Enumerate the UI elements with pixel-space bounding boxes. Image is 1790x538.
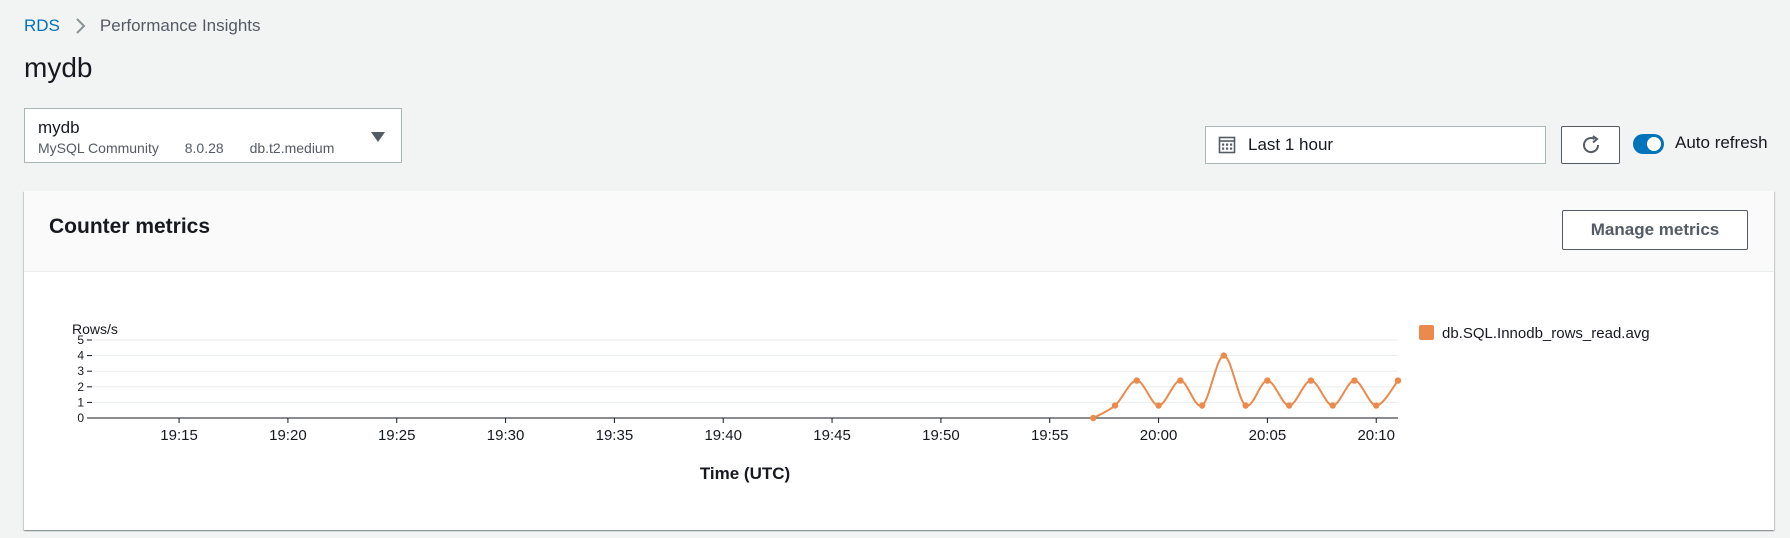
refresh-icon <box>1582 135 1599 154</box>
db-engine: MySQL Community <box>38 140 159 156</box>
legend-swatch <box>1419 325 1434 340</box>
y-axis-label: Rows/s <box>72 321 118 337</box>
time-range-label: Last 1 hour <box>1248 135 1334 154</box>
series-point <box>1111 402 1119 409</box>
x-tick-label: 19:45 <box>813 427 851 444</box>
series-point <box>1329 402 1336 409</box>
counter-metrics-chart: 0 12 34 5 19:15 19:20 19:25 19:30 19:35 19:40 19:… <box>72 321 1650 483</box>
y-tick-label: 0 <box>77 411 84 425</box>
breadcrumb-rds-link[interactable]: RDS <box>24 16 60 35</box>
series-point <box>1220 352 1228 359</box>
series-point <box>1155 402 1162 409</box>
calendar-icon <box>1218 136 1236 154</box>
x-tick-label: 19:30 <box>487 427 525 444</box>
legend-label: db.SQL.Innodb_rows_read.avg <box>1442 325 1650 342</box>
time-range-select[interactable]: Last 1 hour <box>1205 126 1546 164</box>
x-tick-label: 19:50 <box>922 427 960 444</box>
breadcrumb-current: Performance Insights <box>99 16 261 35</box>
auto-refresh-toggle[interactable] <box>1633 134 1664 154</box>
y-tick-label: 5 <box>77 333 84 347</box>
x-tick-label: 20:10 <box>1357 427 1395 444</box>
y-tick-label: 4 <box>77 349 84 363</box>
db-instance-class: db.t2.medium <box>249 140 335 156</box>
panel-header: Counter metrics Manage metrics <box>24 191 1774 272</box>
series-point <box>1177 377 1184 384</box>
series-point <box>1090 414 1097 422</box>
x-tick-label: 20:00 <box>1140 427 1178 444</box>
breadcrumb: RDS Performance Insights <box>24 16 261 36</box>
series-point <box>1307 377 1315 384</box>
series-point <box>1242 402 1249 409</box>
x-axis-label: Time (UTC) <box>700 464 790 483</box>
page-title: mydb <box>24 52 93 83</box>
panel-title: Counter metrics <box>49 215 211 238</box>
x-tick-label: 19:40 <box>704 427 742 444</box>
x-tick-label: 19:55 <box>1031 427 1069 444</box>
chevron-right-icon <box>76 18 86 34</box>
db-instance-select[interactable]: mydb MySQL Community 8.0.28 db.t2.medium <box>24 108 402 163</box>
x-tick-label: 19:35 <box>596 427 634 444</box>
x-tick-label: 19:15 <box>160 427 198 444</box>
x-tick-label: 19:25 <box>378 427 416 444</box>
manage-metrics-button[interactable]: Manage metrics <box>1562 210 1748 250</box>
auto-refresh-label: Auto refresh <box>1675 133 1768 152</box>
series-point <box>1285 402 1293 409</box>
caret-down-icon <box>371 132 385 142</box>
x-tick-label: 20:05 <box>1249 427 1287 444</box>
y-tick-label: 1 <box>77 395 84 409</box>
refresh-button[interactable] <box>1561 126 1620 164</box>
series-point <box>1133 377 1141 384</box>
series-point <box>1394 377 1402 384</box>
series-point <box>1264 377 1271 384</box>
toggle-knob <box>1647 137 1661 151</box>
series-point <box>1373 402 1380 409</box>
db-instance-meta: MySQL Community 8.0.28 db.t2.medium <box>38 140 356 156</box>
x-tick-label: 19:20 <box>269 427 307 444</box>
db-version: 8.0.28 <box>184 140 224 156</box>
series-point <box>1351 377 1358 384</box>
series-point <box>1198 402 1206 409</box>
db-instance-name: mydb <box>38 118 80 137</box>
y-tick-label: 2 <box>77 380 84 394</box>
y-tick-label: 3 <box>77 364 84 378</box>
